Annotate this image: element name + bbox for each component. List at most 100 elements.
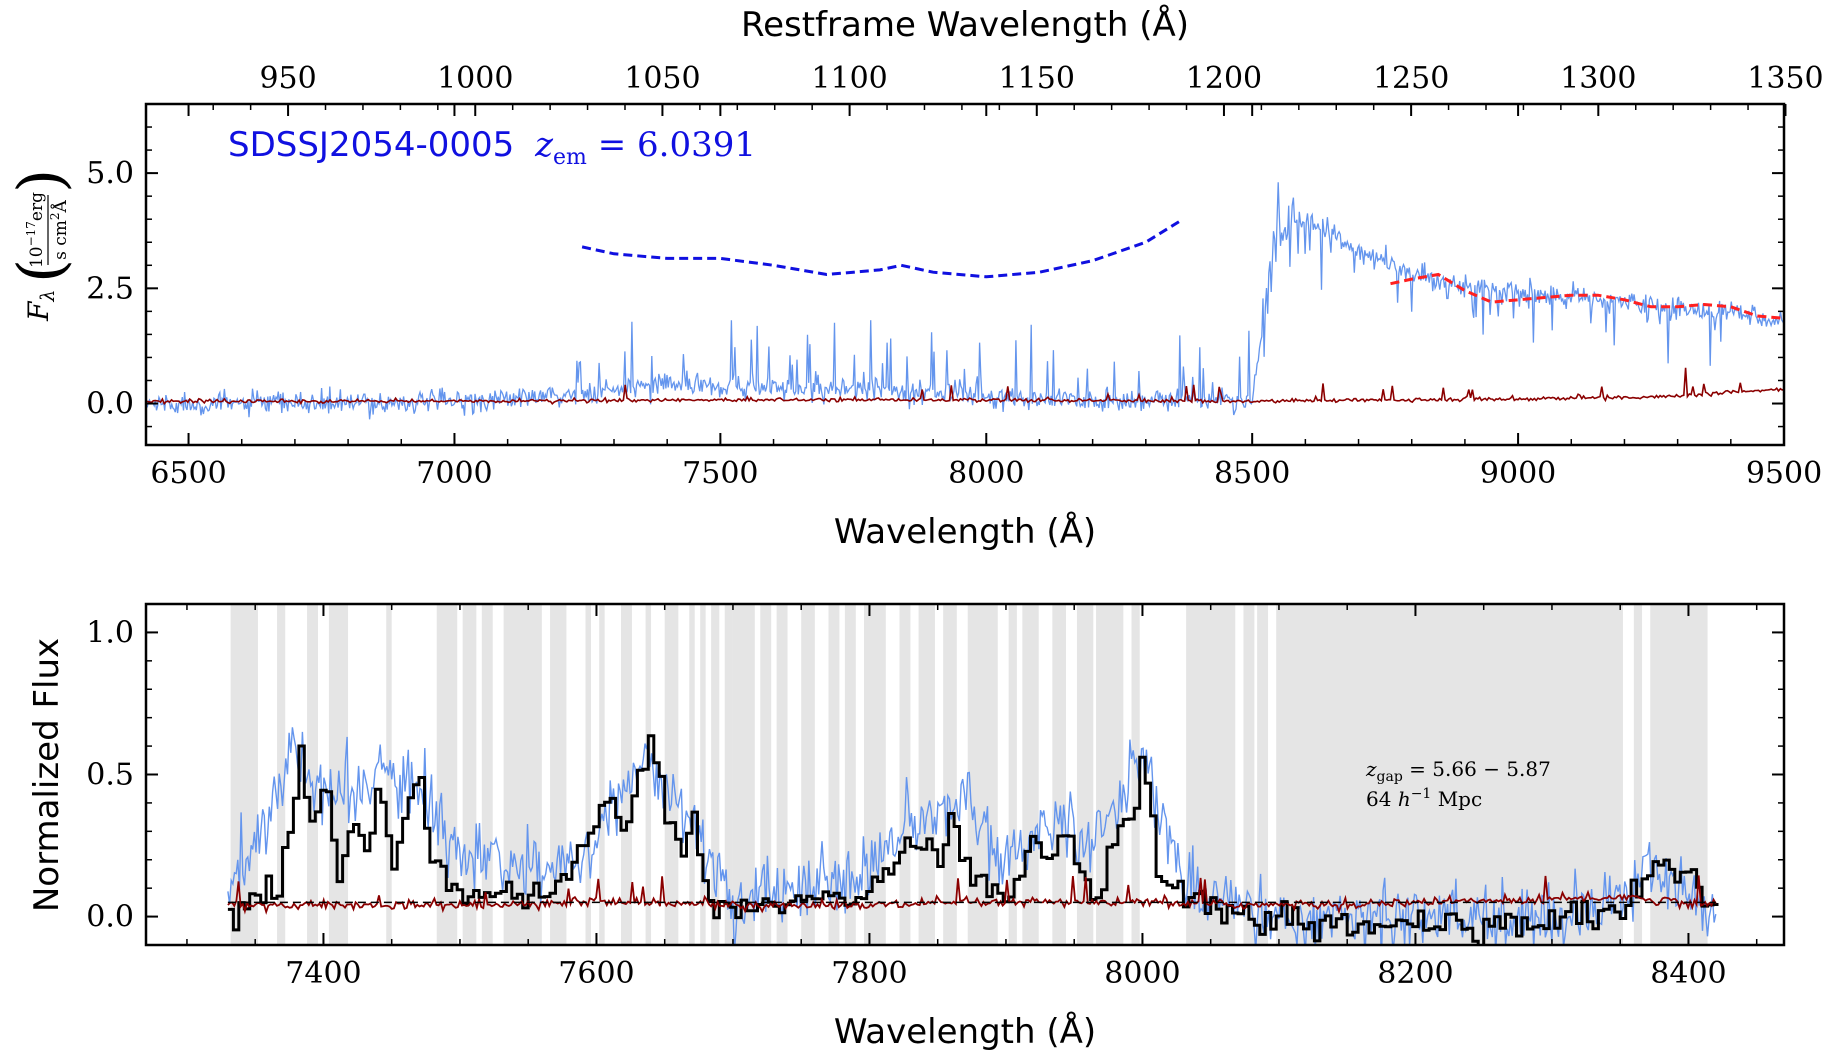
secondary-tick-label: 1050 [624, 61, 700, 96]
gap-shaded-region [711, 604, 720, 945]
gap-shaded-region [776, 604, 788, 945]
secondary-tick-label: 1000 [437, 61, 513, 96]
secondary-tick-label: 1200 [1186, 61, 1262, 96]
x-tick-label: 8400 [1650, 956, 1726, 991]
gap-shaded-region [550, 604, 567, 945]
bottom-x-axis: 7400 7600 7800 8000 8200 8400 [186, 604, 1758, 991]
y-tick-label: 0.0 [86, 387, 134, 422]
zgap-sub: gap [1377, 769, 1403, 785]
gap-shaded-region [1276, 604, 1623, 945]
quasar-name: SDSSJ2054-0005 [228, 125, 514, 165]
gap-shaded-region [918, 604, 935, 945]
secondary-tick-label: 1150 [999, 61, 1075, 96]
top-ylabel-den-exp: 2 [48, 212, 62, 220]
gap-shaded-region [1243, 604, 1255, 945]
gap-shaded-region [844, 604, 856, 945]
secondary-tick-label: 1300 [1560, 61, 1636, 96]
gap-shaded-region [724, 604, 733, 945]
length-unit: Mpc [1431, 787, 1482, 811]
secondary-tick-label: 1250 [1373, 61, 1449, 96]
y-tick-label: 5.0 [86, 156, 134, 191]
gap-shaded-region [307, 604, 318, 945]
x-tick-label: 8500 [1214, 456, 1290, 491]
top-plot-frame [144, 102, 1786, 447]
secondary-tick-label: 1100 [811, 61, 887, 96]
length-number: 64 [1366, 787, 1398, 811]
raw-normalized-flux-line [227, 727, 1717, 945]
top-xlabel: Wavelength (Å) [834, 511, 1096, 552]
gap-shaded-region [1131, 604, 1140, 945]
top-ylabel-subscript: λ [37, 290, 59, 303]
gap-shaded-region [732, 604, 755, 945]
x-tick-label: 9500 [1746, 456, 1822, 491]
gap-shaded-region [1096, 604, 1124, 945]
bottom-annotation-length: 64 h−1 Mpc [1366, 786, 1482, 811]
y-tick-label: 0.0 [86, 900, 134, 935]
top-ylabel: Fλ ( 10−17erg s cm2Å ) [4, 169, 77, 322]
secondary-tick-label: 1350 [1747, 61, 1823, 96]
zgap-range: = 5.66 − 5.87 [1403, 757, 1551, 781]
continuum-fit-line [1390, 272, 1784, 320]
top-ylabel-num: 10 [27, 246, 47, 268]
gap-shaded-region [621, 604, 632, 945]
x-tick-label: 7800 [831, 956, 907, 991]
length-h: h [1398, 787, 1411, 811]
bottom-shaded-regions [230, 604, 1708, 945]
gap-shaded-region [943, 604, 957, 945]
svg-text:10−17erg: 10−17erg [24, 192, 47, 268]
top-series-group [146, 182, 1784, 420]
gap-shaded-region [664, 604, 679, 945]
gap-shaded-region [503, 604, 542, 945]
x-tick-label: 8000 [948, 456, 1024, 491]
top-ylabel-den-unit: Å [50, 199, 71, 213]
secondary-tick-label: 950 [259, 61, 316, 96]
top-ylabel-num-exp: −17 [24, 221, 38, 246]
bottom-xlabel: Wavelength (Å) [834, 1011, 1096, 1052]
x-tick-label: 6500 [150, 456, 226, 491]
x-tick-label: 7600 [558, 956, 634, 991]
top-annotation: SDSSJ2054-0005 zem = 6.0391 [228, 125, 756, 170]
continuum-extrapolation-line [581, 217, 1184, 279]
gap-shaded-region [863, 604, 886, 945]
gap-shaded-region [1008, 604, 1017, 945]
z-em-symbol: z [534, 125, 554, 165]
z-em-value: = 6.0391 [587, 125, 756, 165]
y-tick-label: 1.0 [86, 615, 134, 650]
length-exp: −1 [1411, 786, 1432, 802]
y-tick-label: 2.5 [86, 271, 134, 306]
gap-shaded-region [599, 604, 605, 945]
top-secondary-x-axis: 950 1000 1050 1100 1150 1200 1250 1300 1350 [212, 61, 1824, 116]
observed-flux-line [146, 182, 1784, 420]
x-tick-label: 7000 [416, 456, 492, 491]
bottom-y-axis: 0.0 0.5 1.0 [86, 603, 1784, 946]
gap-shaded-region [277, 604, 286, 945]
bottom-ylabel: Normalized Flux [27, 638, 67, 912]
gap-shaded-region [585, 604, 591, 945]
bottom-panel: 7400 7600 7800 8000 8200 8400 0.0 0.5 1.0 Wavel… [27, 602, 1786, 1052]
gap-shaded-region [481, 604, 493, 945]
gap-shaded-region [1257, 604, 1269, 945]
svg-text:(: ( [4, 259, 77, 283]
top-y-axis: 0.0 2.5 5.0 [86, 103, 1784, 428]
y-tick-label: 0.5 [86, 758, 134, 793]
top-x-axis: 6500 7000 7500 8000 8500 9000 9500 [150, 104, 1822, 491]
top-ylabel-symbol: F [22, 300, 55, 322]
x-tick-label: 7400 [285, 956, 361, 991]
gap-shaded-region [436, 604, 458, 945]
x-tick-label: 8200 [1377, 956, 1453, 991]
svg-text:s cm2Å: s cm2Å [48, 199, 71, 259]
bottom-annotation-zgap: zgap = 5.66 − 5.87 [1365, 757, 1551, 785]
gap-shaded-region [1633, 604, 1643, 945]
x-tick-label: 9000 [1480, 456, 1556, 491]
zgap-symbol: z [1365, 757, 1377, 781]
x-tick-label: 8000 [1104, 956, 1180, 991]
gap-shaded-region [899, 604, 911, 945]
gap-shaded-region [801, 604, 815, 945]
gap-shaded-region [828, 604, 840, 945]
x-tick-label: 7500 [682, 456, 758, 491]
gap-shaded-region [700, 604, 706, 945]
svg-text:): ) [4, 169, 77, 193]
binned-flux-step-line [227, 734, 1719, 945]
gap-shaded-region [1052, 604, 1067, 945]
